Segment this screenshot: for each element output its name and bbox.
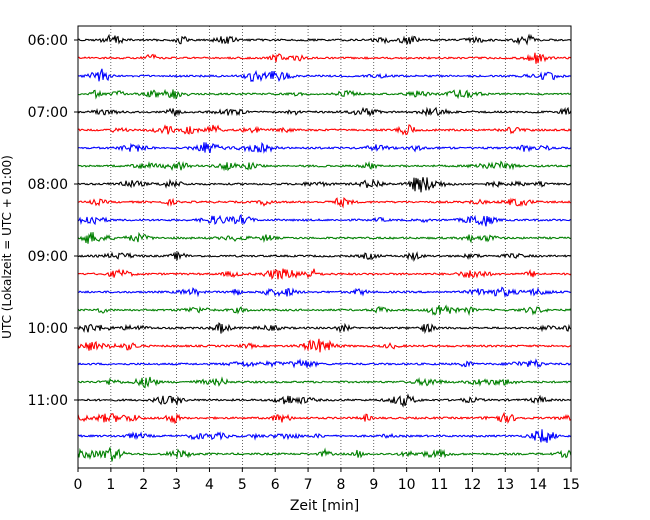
trace-line: [77, 376, 572, 389]
y-tick-label: 06:00: [28, 33, 68, 49]
trace-line: [77, 68, 572, 83]
trace-line: [78, 250, 572, 262]
x-tick-label: 8: [336, 477, 345, 493]
trace-line: [77, 447, 572, 462]
x-tick-label: 5: [238, 477, 247, 493]
trace-line: [77, 213, 572, 227]
y-tick-label: 10:00: [28, 321, 68, 337]
x-axis-ticks: 0 1 2 3 4 5 6 7 8 9 10 11 12 13 14 15: [74, 468, 580, 493]
x-tick-label: 0: [74, 477, 83, 493]
y-axis-ticks: 06:00 07:00 08:00 09:00 10:00 11:00: [28, 33, 78, 409]
trace-line: [77, 231, 572, 244]
seismic-traces: [77, 33, 572, 462]
trace-line: [77, 197, 572, 209]
trace-line: [77, 124, 572, 136]
x-tick-label: 12: [463, 477, 481, 493]
trace-line: [77, 33, 572, 46]
x-tick-label: 15: [562, 477, 580, 493]
trace-line: [77, 106, 572, 118]
x-tick-label: 13: [496, 477, 514, 493]
trace-line: [77, 268, 572, 280]
x-tick-label: 2: [139, 477, 148, 493]
trace-line: [77, 393, 572, 408]
trace-line: [77, 141, 572, 154]
x-tick-label: 4: [205, 477, 214, 493]
trace-line: [77, 304, 572, 317]
y-tick-label: 08:00: [28, 177, 68, 193]
trace-line: [77, 358, 572, 369]
trace-line: [77, 160, 572, 172]
x-axis-label: Zeit [min]: [290, 498, 359, 514]
x-tick-label: 9: [369, 477, 378, 493]
x-tick-label: 7: [304, 477, 313, 493]
plot-frame: [77, 25, 572, 469]
x-tick-label: 10: [398, 477, 416, 493]
trace-line: [77, 286, 572, 298]
trace-line: [77, 338, 572, 353]
y-axis-label: UTC (Lokalzeit = UTC + 01:00): [0, 155, 14, 339]
y-tick-label: 09:00: [28, 249, 68, 265]
trace-line: [77, 411, 572, 425]
x-tick-label: 11: [431, 477, 449, 493]
y-tick-label: 11:00: [28, 393, 68, 409]
trace-line: [77, 88, 572, 100]
x-tick-label: 1: [106, 477, 115, 493]
x-tick-label: 6: [271, 477, 280, 493]
trace-line: [77, 322, 572, 335]
trace-line: [77, 52, 572, 64]
x-tick-label: 14: [529, 477, 547, 493]
trace-line: [77, 177, 572, 193]
trace-line: [77, 429, 572, 443]
x-tick-label: 3: [172, 477, 181, 493]
y-tick-label: 07:00: [28, 105, 68, 121]
